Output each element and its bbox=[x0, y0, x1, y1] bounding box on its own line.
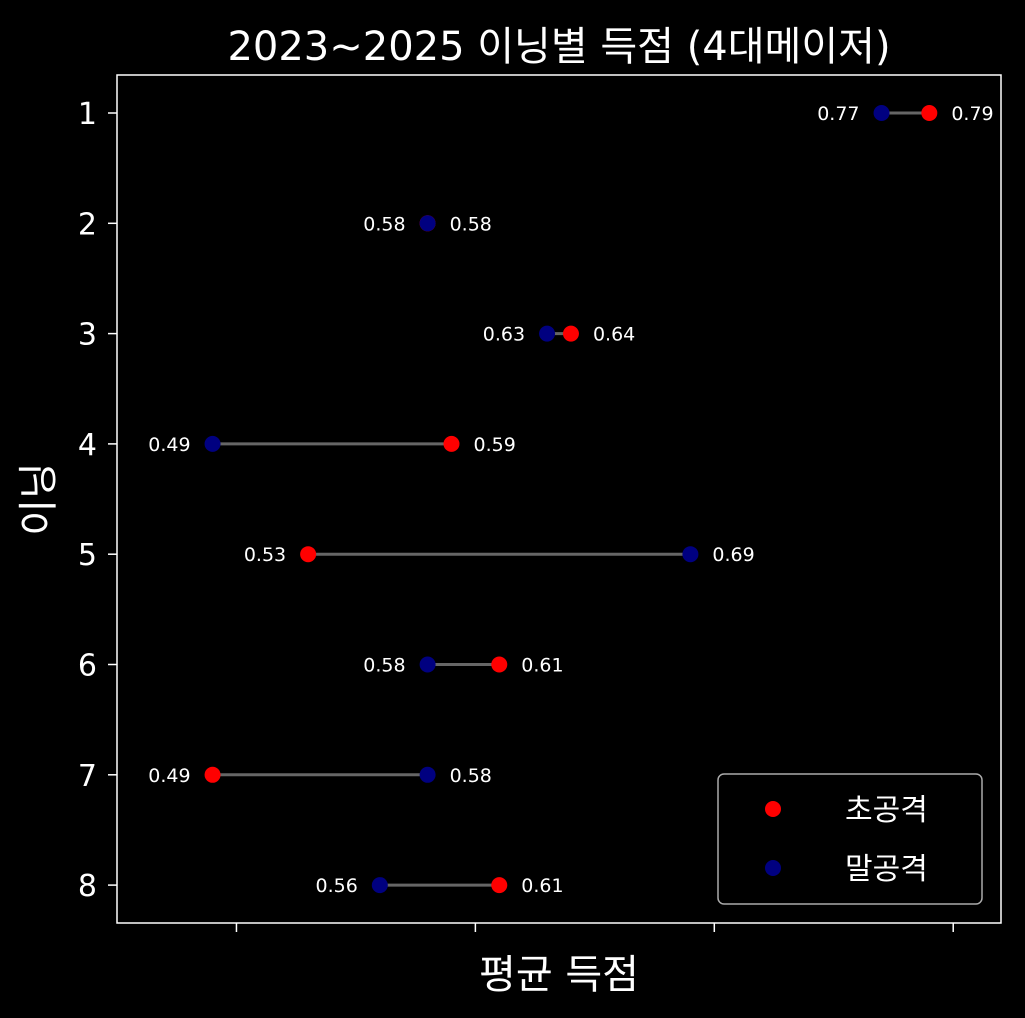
value-label-series-1-inning-7: 0.58 bbox=[450, 765, 492, 787]
value-label-series-0-inning-6: 0.61 bbox=[521, 655, 563, 677]
y-tick-label-1: 1 bbox=[78, 97, 97, 132]
legend-label-series-1: 말공격 bbox=[845, 852, 928, 887]
value-label-series-1-inning-2: 0.58 bbox=[450, 213, 492, 235]
legend-box bbox=[717, 773, 983, 905]
value-label-series-0-inning-8: 0.61 bbox=[521, 875, 563, 897]
point-series-1-inning-1 bbox=[873, 105, 890, 121]
value-label-series-1-inning-5: 0.69 bbox=[712, 544, 754, 566]
value-label-series-1-inning-8: 0.56 bbox=[315, 875, 357, 897]
y-tick-label-5: 5 bbox=[78, 538, 97, 573]
point-series-1-inning-7 bbox=[419, 766, 436, 783]
value-label-series-0-inning-3: 0.64 bbox=[593, 324, 635, 346]
point-series-1-inning-6 bbox=[419, 656, 436, 673]
x-axis-label: 평균 득점 bbox=[479, 952, 639, 998]
value-label-series-0-inning-1: 0.79 bbox=[951, 103, 993, 125]
point-series-1-inning-2 bbox=[419, 215, 436, 232]
point-series-1-inning-8 bbox=[371, 877, 388, 894]
point-series-0-inning-1 bbox=[921, 105, 938, 121]
y-tick-label-2: 2 bbox=[78, 207, 97, 242]
point-series-1-inning-3 bbox=[539, 325, 556, 342]
value-label-series-1-inning-6: 0.58 bbox=[363, 655, 405, 677]
plot-area bbox=[116, 74, 1002, 924]
value-label-series-1-inning-1: 0.77 bbox=[817, 103, 859, 125]
value-label-series-0-inning-2: 0.58 bbox=[363, 213, 405, 235]
axis-ticks: 1 2 3 4 5 6 7 8 bbox=[78, 97, 954, 932]
legend-label-series-0: 초공격 bbox=[845, 793, 928, 828]
value-label-series-1-inning-3: 0.63 bbox=[483, 324, 525, 346]
y-tick-label-3: 3 bbox=[78, 318, 97, 353]
y-tick-label-7: 7 bbox=[78, 759, 97, 794]
point-series-0-inning-8 bbox=[491, 877, 508, 894]
point-series-0-inning-6 bbox=[491, 656, 508, 673]
y-tick-label-4: 4 bbox=[78, 428, 97, 463]
value-label-series-0-inning-7: 0.49 bbox=[148, 765, 190, 787]
data-points bbox=[204, 105, 938, 894]
point-series-1-inning-5 bbox=[682, 546, 699, 563]
point-series-1-inning-4 bbox=[204, 435, 221, 452]
value-labels: 0.77 0.79 0.58 0.58 0.63 0.64 0.49 0.59 0.53 0.69… bbox=[148, 103, 993, 897]
legend: 초공격 말공격 bbox=[717, 773, 983, 905]
point-series-0-inning-3 bbox=[562, 325, 579, 342]
value-label-series-0-inning-5: 0.53 bbox=[244, 544, 286, 566]
legend-marker-series-1 bbox=[765, 860, 781, 876]
y-tick-label-8: 8 bbox=[78, 869, 97, 904]
y-axis-label: 이닝 bbox=[16, 462, 62, 536]
chart-title: 2023~2025 이닝별 득점 (4대메이저) bbox=[227, 24, 890, 70]
point-series-0-inning-4 bbox=[443, 435, 460, 452]
point-series-0-inning-5 bbox=[300, 546, 317, 563]
y-tick-label-6: 6 bbox=[78, 649, 97, 684]
value-label-series-1-inning-4: 0.49 bbox=[148, 434, 190, 456]
legend-marker-series-0 bbox=[765, 801, 781, 817]
value-label-series-0-inning-4: 0.59 bbox=[473, 434, 515, 456]
point-series-0-inning-7 bbox=[204, 766, 221, 783]
